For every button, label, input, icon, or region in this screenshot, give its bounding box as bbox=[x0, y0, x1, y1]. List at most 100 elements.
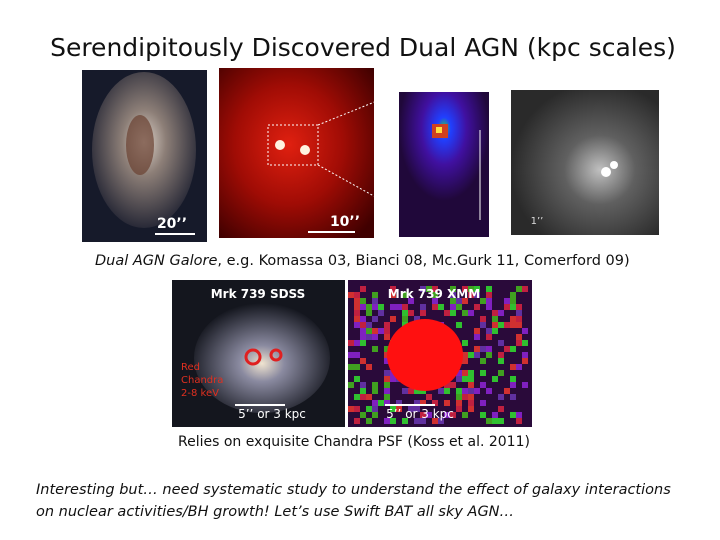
conclusion-line: on nuclear activities/BH growth! Let’s u… bbox=[36, 504, 514, 520]
pixel bbox=[384, 346, 390, 352]
pixel bbox=[444, 388, 450, 394]
pixel bbox=[444, 382, 450, 388]
pixel bbox=[384, 382, 390, 388]
pixel bbox=[510, 346, 516, 352]
pixel bbox=[450, 292, 456, 298]
scale-label: 5’’ or 3 kpc bbox=[238, 407, 306, 421]
pixel bbox=[354, 316, 360, 322]
pixel bbox=[414, 418, 420, 424]
pixel bbox=[486, 286, 492, 292]
pixel bbox=[498, 310, 504, 316]
pixel bbox=[510, 298, 516, 304]
pixel bbox=[372, 382, 378, 388]
pixel bbox=[360, 382, 366, 388]
pixel bbox=[414, 400, 420, 406]
pixel bbox=[390, 316, 396, 322]
pixel bbox=[408, 298, 414, 304]
pixel bbox=[474, 346, 480, 352]
pixel bbox=[366, 394, 372, 400]
legend-line: Red bbox=[181, 362, 200, 373]
pixel bbox=[480, 322, 486, 328]
pixel bbox=[372, 328, 378, 334]
pixel bbox=[360, 304, 366, 310]
pixel bbox=[372, 346, 378, 352]
caption-rest: , e.g. Komassa 03, Bianci 08, Mc.Gurk 11… bbox=[217, 253, 629, 269]
pixel bbox=[516, 334, 522, 340]
pixel bbox=[474, 328, 480, 334]
pixel bbox=[486, 418, 492, 424]
pixel bbox=[438, 418, 444, 424]
pixel bbox=[402, 304, 408, 310]
pixel bbox=[492, 322, 498, 328]
pixel bbox=[492, 412, 498, 418]
pixel bbox=[462, 298, 468, 304]
pixel bbox=[480, 400, 486, 406]
pixel bbox=[408, 406, 414, 412]
pixel bbox=[462, 352, 468, 358]
pixel bbox=[510, 412, 516, 418]
pixel bbox=[486, 352, 492, 358]
pixel bbox=[456, 304, 462, 310]
pixel bbox=[486, 298, 492, 304]
pixel bbox=[366, 322, 372, 328]
pixel bbox=[372, 292, 378, 298]
pixel bbox=[408, 310, 414, 316]
pixel bbox=[420, 310, 426, 316]
pixel bbox=[420, 286, 426, 292]
pixel bbox=[516, 364, 522, 370]
pixel bbox=[492, 316, 498, 322]
pixel bbox=[450, 304, 456, 310]
pixel bbox=[354, 352, 360, 358]
pixel bbox=[366, 334, 372, 340]
pixel bbox=[516, 304, 522, 310]
pixel bbox=[366, 310, 372, 316]
pixel bbox=[384, 394, 390, 400]
caption: Relies on exquisite Chandra PSF (Koss et… bbox=[178, 434, 530, 450]
legend-line: Chandra bbox=[181, 375, 223, 386]
pixel bbox=[372, 304, 378, 310]
pixel bbox=[432, 292, 438, 298]
pixel bbox=[378, 400, 384, 406]
pixel bbox=[414, 388, 420, 394]
pixel bbox=[414, 406, 420, 412]
pixel bbox=[354, 304, 360, 310]
pixel bbox=[456, 406, 462, 412]
legend-line: 2-8 keV bbox=[181, 388, 219, 399]
image-title: Mrk 739 XMM bbox=[388, 287, 480, 301]
pixel bbox=[372, 298, 378, 304]
pixel bbox=[390, 286, 396, 292]
pixel bbox=[354, 418, 360, 424]
pixel bbox=[510, 394, 516, 400]
pixel bbox=[462, 340, 468, 346]
pixel bbox=[474, 388, 480, 394]
pixel bbox=[498, 322, 504, 328]
image-title: Mrk 739 SDSS bbox=[211, 287, 306, 301]
pixel bbox=[354, 298, 360, 304]
pixel bbox=[510, 382, 516, 388]
pixel bbox=[498, 358, 504, 364]
pixel bbox=[522, 382, 528, 388]
pixel bbox=[378, 310, 384, 316]
pixel bbox=[450, 382, 456, 388]
pixel bbox=[504, 298, 510, 304]
caption-emphasis: Dual AGN Galore bbox=[95, 253, 217, 269]
caption: Dual AGN Galore, e.g. Komassa 03, Bianci… bbox=[95, 253, 630, 269]
pixel bbox=[426, 394, 432, 400]
pixel bbox=[354, 394, 360, 400]
pixel bbox=[456, 376, 462, 382]
pixel bbox=[420, 400, 426, 406]
pixel bbox=[456, 370, 462, 376]
pixel bbox=[366, 328, 372, 334]
pixel bbox=[372, 316, 378, 322]
pixel bbox=[384, 322, 390, 328]
pixel bbox=[468, 370, 474, 376]
pixel bbox=[456, 388, 462, 394]
pixel bbox=[348, 382, 354, 388]
pixel bbox=[486, 346, 492, 352]
pixel bbox=[384, 388, 390, 394]
pixel bbox=[390, 406, 396, 412]
pixel bbox=[510, 376, 516, 382]
pixel bbox=[510, 364, 516, 370]
pixel bbox=[480, 358, 486, 364]
pixel bbox=[354, 364, 360, 370]
